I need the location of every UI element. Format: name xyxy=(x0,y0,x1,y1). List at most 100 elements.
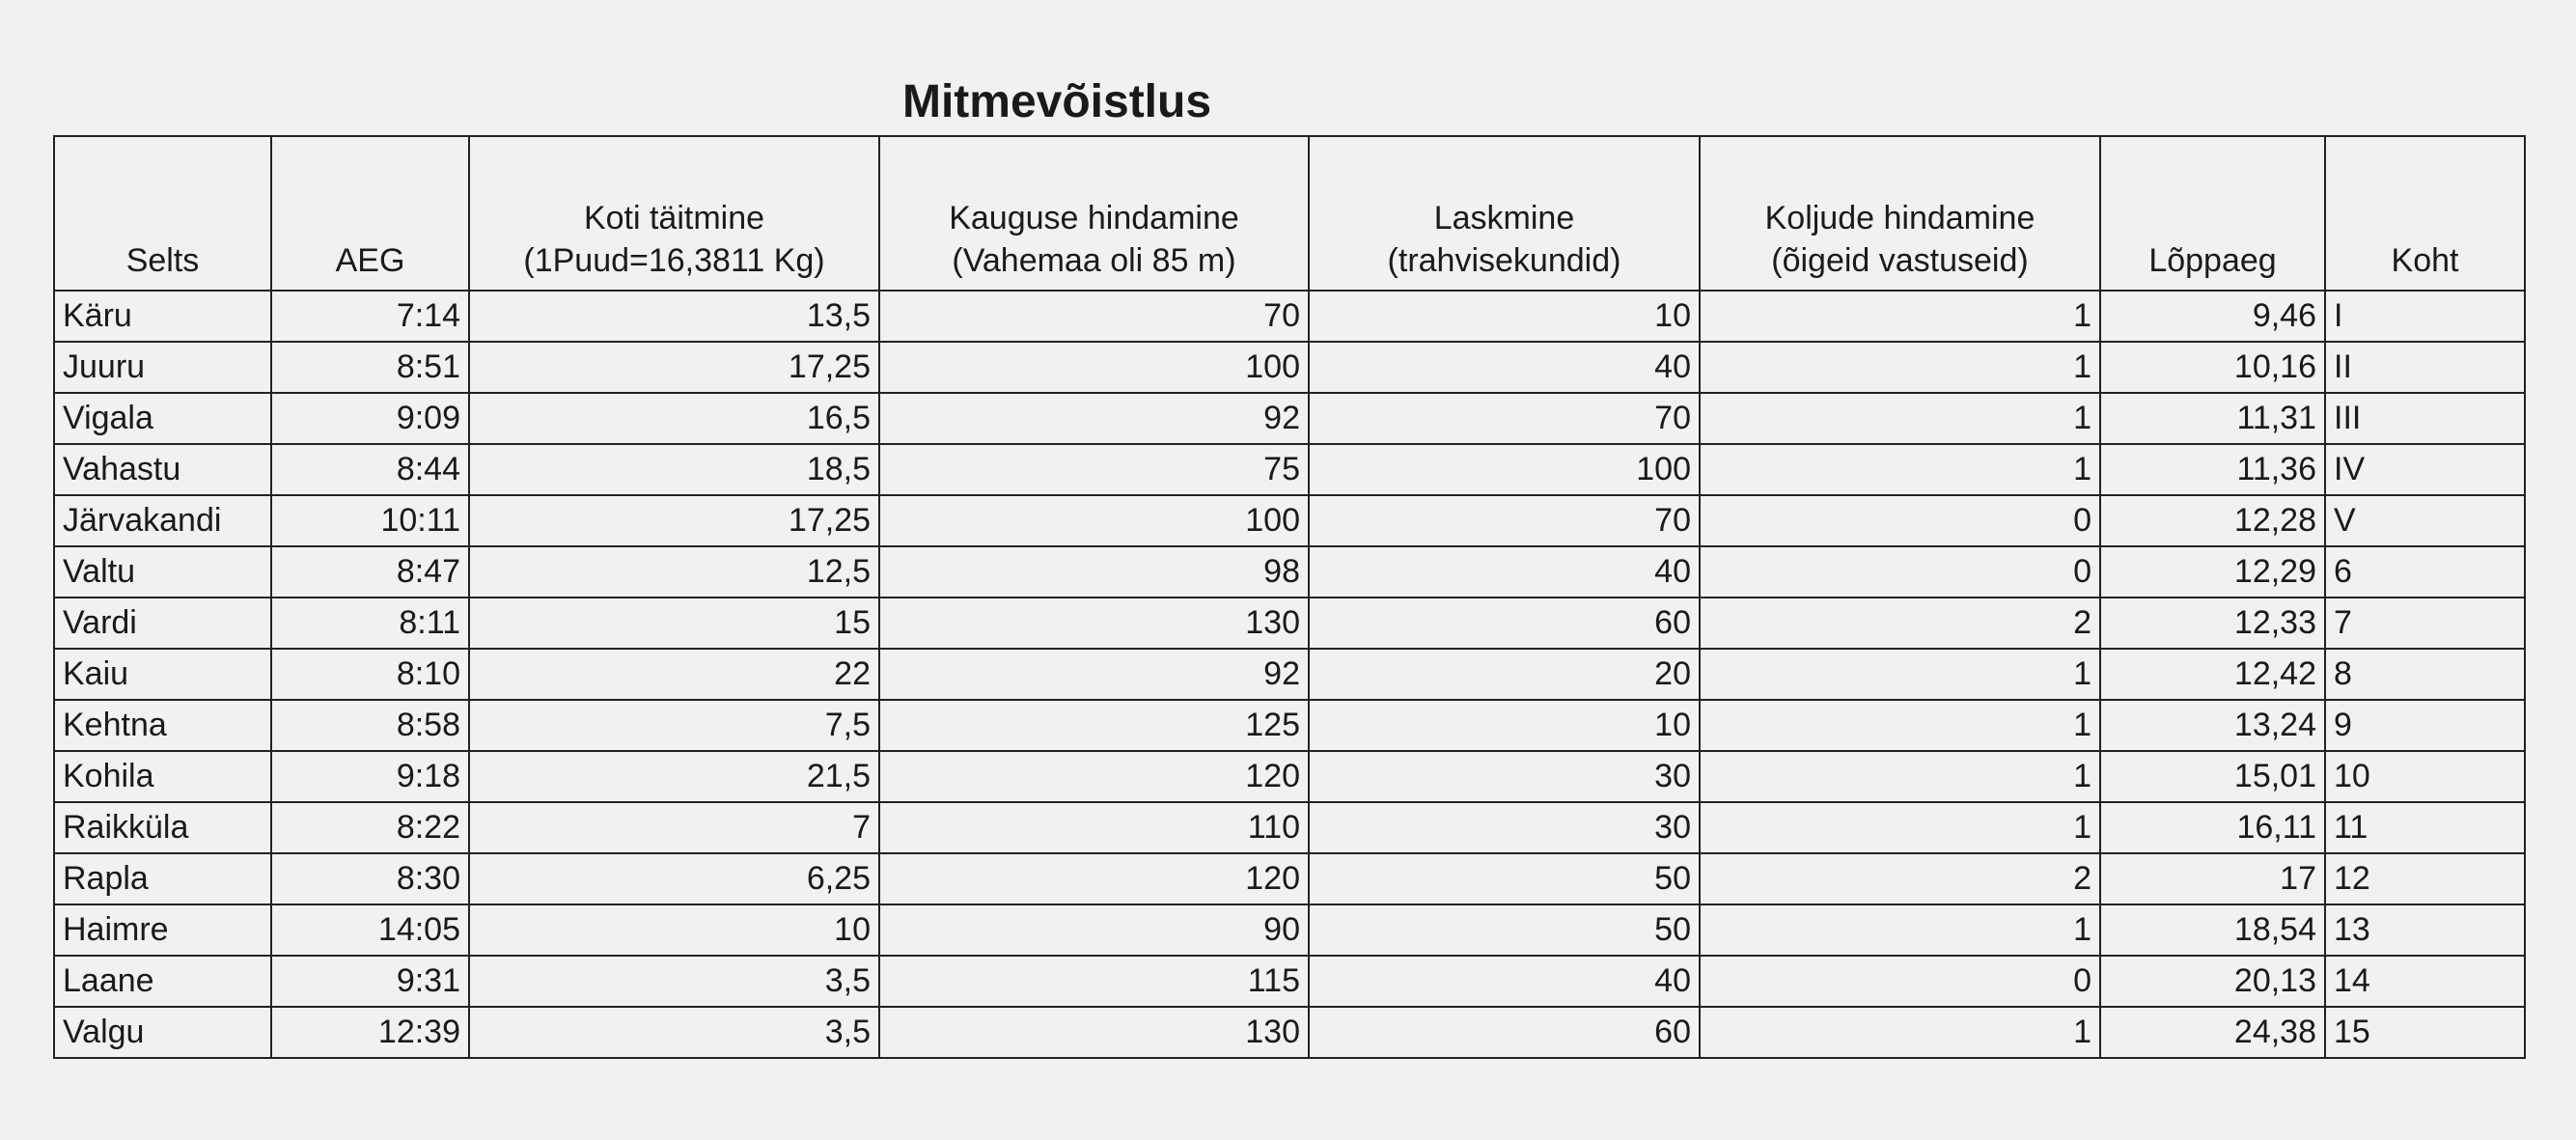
table-cell: 10,16 xyxy=(2099,341,2326,394)
header-text: Laskmine xyxy=(1433,200,1575,236)
header-cell: Selts xyxy=(53,135,272,292)
table-cell: 0 xyxy=(1699,494,2101,547)
table-cell: Valgu xyxy=(53,1006,272,1059)
table-cell: 90 xyxy=(878,904,1310,957)
table-cell: 9:09 xyxy=(270,392,470,445)
table-cell: 12,42 xyxy=(2099,648,2326,701)
table-cell: 10 xyxy=(2324,750,2526,803)
table-cell: 7,5 xyxy=(468,699,880,752)
table-cell: 9:18 xyxy=(270,750,470,803)
table-cell: Kehtna xyxy=(53,699,272,752)
table-cell: 60 xyxy=(1308,1006,1701,1059)
table-cell: 8:51 xyxy=(270,341,470,394)
header-text: (Vahemaa oli 85 m) xyxy=(952,242,1236,279)
results-table: Selts AEG Koti täitmine (1Puud=16,3811 Kg) K… xyxy=(53,135,2526,1059)
header-cell: Koljude hindamine (õigeid vastuseid) xyxy=(1699,135,2101,292)
table-cell: III xyxy=(2324,392,2526,445)
table-row: Kehtna 8:58 7,5 125 10 1 13,24 9 xyxy=(53,699,2526,752)
header-text: Koht xyxy=(2391,242,2459,279)
header-text: Kauguse hindamine xyxy=(949,200,1239,236)
table-head: Selts AEG Koti täitmine (1Puud=16,3811 Kg) K… xyxy=(53,135,2526,292)
header-text: AEG xyxy=(335,242,405,279)
table-cell: 8:30 xyxy=(270,852,470,905)
title: Mitmevõistlus xyxy=(901,76,1212,127)
header-cell: AEG xyxy=(270,135,470,292)
table-cell: Järvakandi xyxy=(53,494,272,547)
table-cell: Valtu xyxy=(53,545,272,598)
table-cell: 50 xyxy=(1308,852,1701,905)
table-cell: 10:11 xyxy=(270,494,470,547)
table-cell: 16,11 xyxy=(2099,801,2326,854)
header-text: Selts xyxy=(125,242,200,279)
table-cell: 40 xyxy=(1308,341,1701,394)
table-cell: 13 xyxy=(2324,904,2526,957)
header-row: Selts AEG Koti täitmine (1Puud=16,3811 Kg) K… xyxy=(53,135,2526,292)
table-cell: 14 xyxy=(2324,955,2526,1008)
table-cell: V xyxy=(2324,494,2526,547)
table-row: Laane 9:31 3,5 115 40 0 20,13 14 xyxy=(53,955,2526,1008)
table-cell: 1 xyxy=(1699,1006,2101,1059)
table-cell: 1 xyxy=(1699,341,2101,394)
table-row: Juuru 8:51 17,25 100 40 1 10,16 II xyxy=(53,341,2526,394)
table-cell: 130 xyxy=(878,597,1310,650)
table-cell: Kohila xyxy=(53,750,272,803)
table-cell: 70 xyxy=(1308,392,1701,445)
table-cell: 9 xyxy=(2324,699,2526,752)
table-cell: 6 xyxy=(2324,545,2526,598)
table-cell: 8:22 xyxy=(270,801,470,854)
header-text: (trahvisekundid) xyxy=(1387,242,1621,279)
table-cell: I xyxy=(2324,290,2526,343)
table-cell: 11,31 xyxy=(2099,392,2326,445)
table-cell: 12,33 xyxy=(2099,597,2326,650)
table-cell: IV xyxy=(2324,443,2526,496)
table-cell: 15,01 xyxy=(2099,750,2326,803)
table-cell: 100 xyxy=(1308,443,1701,496)
table-cell: Laane xyxy=(53,955,272,1008)
table-cell: 12,5 xyxy=(468,545,880,598)
table-cell: 1 xyxy=(1699,904,2101,957)
table-row: Vigala 9:09 16,5 92 70 1 11,31 III xyxy=(53,392,2526,445)
table-cell: Vahastu xyxy=(53,443,272,496)
table-cell: 24,38 xyxy=(2099,1006,2326,1059)
header-cell: Kauguse hindamine (Vahemaa oli 85 m) xyxy=(878,135,1310,292)
table-cell: 8:58 xyxy=(270,699,470,752)
table-cell: 10 xyxy=(468,904,880,957)
table-cell: 1 xyxy=(1699,699,2101,752)
table-cell: 21,5 xyxy=(468,750,880,803)
table-cell: 60 xyxy=(1308,597,1701,650)
table-cell: 2 xyxy=(1699,597,2101,650)
header-cell: Koht xyxy=(2324,135,2526,292)
table-cell: 1 xyxy=(1699,648,2101,701)
table-cell: 1 xyxy=(1699,392,2101,445)
header-text: Koljude hindamine xyxy=(1764,200,2036,236)
table-cell: 22 xyxy=(468,648,880,701)
table-cell: 8:10 xyxy=(270,648,470,701)
table-cell: 11 xyxy=(2324,801,2526,854)
table-cell: 75 xyxy=(878,443,1310,496)
table-cell: 1 xyxy=(1699,801,2101,854)
table-cell: 3,5 xyxy=(468,955,880,1008)
table-cell: 130 xyxy=(878,1006,1310,1059)
table-cell: 120 xyxy=(878,750,1310,803)
header-text: (õigeid vastuseid) xyxy=(1771,242,2029,279)
table-row: Rapla 8:30 6,25 120 50 2 17 12 xyxy=(53,852,2526,905)
table-cell: 9,46 xyxy=(2099,290,2326,343)
table-cell: Vigala xyxy=(53,392,272,445)
table-cell: 17 xyxy=(2099,852,2326,905)
table-cell: 98 xyxy=(878,545,1310,598)
table-cell: 0 xyxy=(1699,545,2101,598)
table-cell: 20 xyxy=(1308,648,1701,701)
table-cell: 70 xyxy=(1308,494,1701,547)
table-cell: 10 xyxy=(1308,699,1701,752)
header-cell: Laskmine (trahvisekundid) xyxy=(1308,135,1701,292)
table-cell: 13,24 xyxy=(2099,699,2326,752)
header-text: Koti täitmine xyxy=(583,200,765,236)
table-cell: 30 xyxy=(1308,750,1701,803)
table-cell: 0 xyxy=(1699,955,2101,1008)
table-cell: 12:39 xyxy=(270,1006,470,1059)
table-cell: Vardi xyxy=(53,597,272,650)
table-cell: 50 xyxy=(1308,904,1701,957)
table-cell: Juuru xyxy=(53,341,272,394)
